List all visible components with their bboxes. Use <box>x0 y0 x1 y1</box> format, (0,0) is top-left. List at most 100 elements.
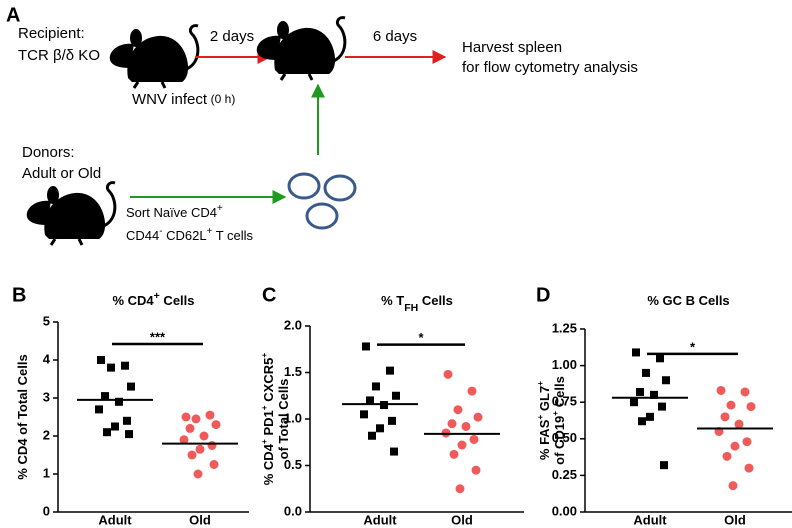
data-point <box>658 402 666 411</box>
y-tick-label: 2 <box>43 427 50 442</box>
data-point <box>121 361 129 370</box>
diagram: A Recipient: TCR β/δ KO WNV infect (0 h)… <box>6 4 638 247</box>
x-tick-label: Adult <box>633 512 667 527</box>
data-point <box>746 402 756 412</box>
data-point <box>360 410 368 419</box>
y-tick-label: 1.25 <box>552 320 577 335</box>
data-point <box>368 431 376 440</box>
data-point <box>123 416 131 425</box>
data-point <box>646 412 654 421</box>
data-point <box>443 369 453 379</box>
y-tick-label: 0.75 <box>552 394 577 409</box>
data-point <box>111 422 119 431</box>
data-point <box>193 469 203 479</box>
data-point <box>722 451 732 461</box>
superscript: + <box>259 405 269 410</box>
superscript: + <box>535 381 545 386</box>
panel-label: C <box>262 284 276 306</box>
text-part: of CD19 <box>552 416 567 465</box>
harvest-label: for flow cytometry analysis <box>462 59 638 76</box>
data-point <box>473 412 483 422</box>
y-tick-label: 4 <box>43 351 51 366</box>
y-tick-label: 0.5 <box>284 457 302 472</box>
infect-label: WNV infect (0 h) <box>132 91 235 108</box>
infect-time: (0 h) <box>211 92 236 106</box>
data-point <box>187 450 197 460</box>
data-point <box>179 435 189 445</box>
cell-icon <box>323 174 357 202</box>
y-tick-label: 1.0 <box>284 410 302 425</box>
data-point <box>632 348 640 357</box>
superscript: + <box>259 353 269 358</box>
x-tick-label: Adult <box>98 512 132 527</box>
significance-label: *** <box>150 329 166 344</box>
mouse-icon <box>255 16 347 82</box>
data-point <box>366 396 374 405</box>
data-point <box>650 390 658 399</box>
data-point <box>630 398 638 407</box>
data-point <box>181 412 191 422</box>
text-part: Cells <box>160 293 195 308</box>
data-point <box>95 405 103 414</box>
significance-label: * <box>690 339 696 354</box>
data-point <box>744 463 754 473</box>
infect-main: WNV infect <box>132 91 208 108</box>
text-part: % CD4 <box>112 293 154 308</box>
data-point <box>730 441 740 451</box>
data-point <box>115 397 123 406</box>
data-point <box>390 447 398 456</box>
data-point <box>660 461 668 470</box>
superscript: - <box>159 226 162 237</box>
data-point <box>449 449 459 459</box>
superscript: + <box>154 290 160 302</box>
donor-label: Adult or Old <box>22 165 101 182</box>
y-axis-label: of CD19+ Cells <box>550 376 567 465</box>
text-part: Cells <box>552 376 567 411</box>
data-point <box>638 417 646 426</box>
y-tick-label: 0.0 <box>284 503 302 518</box>
chart-title: % GC B Cells <box>647 293 729 308</box>
y-tick-label: 0.50 <box>552 430 577 445</box>
y-tick-label: 5 <box>43 313 50 328</box>
y-tick-label: 2.0 <box>284 317 302 332</box>
superscript: + <box>550 411 560 416</box>
y-tick-label: 1 <box>43 465 50 480</box>
significance-label: * <box>418 330 424 345</box>
cell-icon <box>305 202 339 230</box>
data-point <box>734 419 744 429</box>
y-tick-label: 1.5 <box>284 364 302 379</box>
harvest-label: Harvest spleen <box>462 39 562 56</box>
data-point <box>656 354 664 363</box>
data-point <box>740 387 750 397</box>
data-point <box>372 382 380 391</box>
data-point <box>636 387 644 396</box>
x-tick-label: Old <box>724 512 746 527</box>
panel-label: A <box>6 4 20 26</box>
data-point <box>199 431 209 441</box>
text-part: CXCR5 <box>261 358 276 406</box>
text-part: of Total Cells <box>276 379 291 460</box>
subscript: FH <box>404 302 418 314</box>
data-point <box>211 420 221 430</box>
y-axis-label: % CD4+ PD1+ CXCR5+ <box>259 353 276 486</box>
y-axis-label: % FAS+ GL7+ <box>535 381 552 460</box>
y-tick-label: 0.00 <box>552 503 577 518</box>
data-point <box>107 363 115 372</box>
donor-label: Donors: <box>22 144 75 161</box>
data-point <box>209 460 219 469</box>
arrow-label: 2 days <box>210 28 254 45</box>
data-point <box>195 444 205 454</box>
data-point <box>386 366 394 375</box>
data-point <box>642 368 650 377</box>
text-part: Cells <box>418 293 453 308</box>
data-point <box>205 410 215 420</box>
y-axis-label: % CD4 of Total Cells <box>15 354 30 479</box>
data-point <box>125 430 133 439</box>
sort-label: CD44- CD62L+ T cells <box>126 226 254 243</box>
superscript: + <box>207 226 213 237</box>
data-point <box>191 414 201 424</box>
data-point <box>716 385 726 395</box>
y-tick-label: 3 <box>43 389 50 404</box>
text-part: % CD4 of Total Cells <box>15 354 30 479</box>
chart-title: % CD4+ Cells <box>112 290 194 309</box>
